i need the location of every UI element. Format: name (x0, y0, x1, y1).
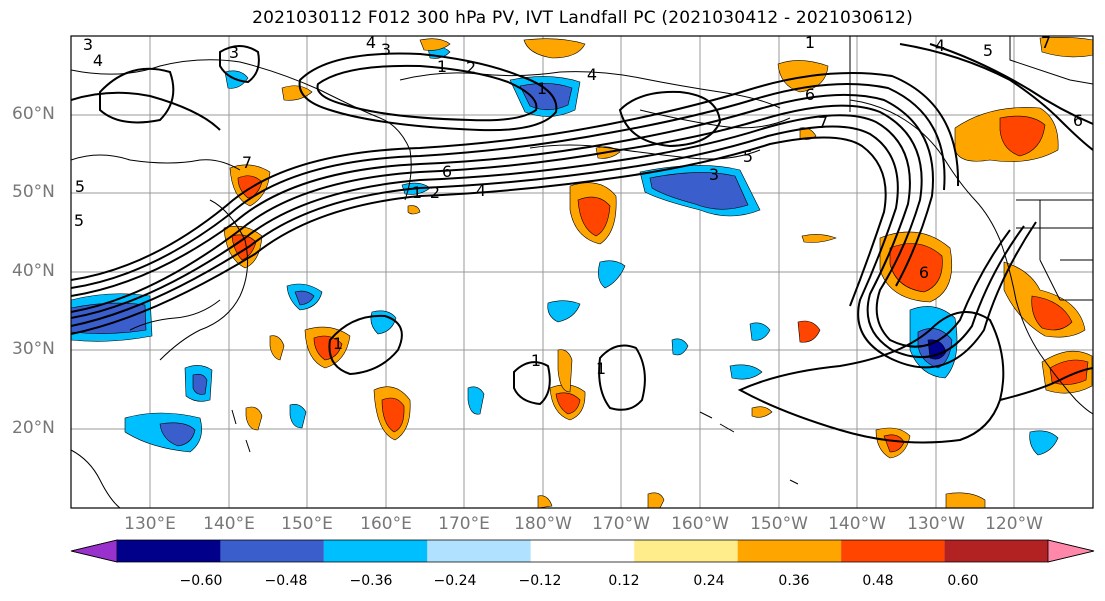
contour-label: 6 (919, 263, 929, 282)
contour-label: 1 (437, 57, 447, 76)
lon-label: 130°W (907, 514, 965, 534)
colorbar-segment (841, 540, 945, 562)
coastlines (71, 36, 1093, 508)
colorbar-segment (323, 540, 428, 562)
contour-label: 4 (587, 65, 597, 84)
lon-label: 150°W (750, 514, 808, 534)
contour-label: 1 (596, 359, 606, 378)
colorbar (70, 539, 1095, 563)
lat-label: 30°N (12, 339, 55, 359)
lat-label: 20°N (12, 418, 55, 438)
colorbar-tick-label: 0.24 (693, 573, 725, 589)
contour-label: 6 (805, 85, 815, 104)
contour-label: 4 (476, 181, 486, 200)
contour-label: 3 (83, 35, 93, 54)
lon-label: 170°W (592, 514, 650, 534)
contour-label: 4 (935, 36, 945, 55)
lon-label: 140°W (828, 514, 886, 534)
contour-label: 2 (430, 183, 440, 202)
pv-contours (71, 43, 1093, 444)
lat-label: 40°N (12, 261, 55, 281)
contour-label: 5 (983, 41, 993, 60)
colorbar-segment (117, 540, 221, 562)
colorbar-tick-label: 0.36 (778, 573, 810, 589)
contour-label: 3 (709, 165, 719, 184)
lon-label: 140°E (203, 514, 255, 534)
contour-label: 7 (242, 153, 252, 172)
contour-label: 4 (366, 33, 376, 52)
colorbar-segment (634, 540, 738, 562)
contour-label: 5 (74, 211, 84, 230)
map-title: 2021030112 F012 300 hPa PV, IVT Landfall… (252, 8, 913, 28)
lat-label: 50°N (12, 182, 55, 202)
contour-label: 6 (442, 162, 452, 181)
colorbar-extend-high (1047, 539, 1095, 563)
colorbar-tick-label: −0.12 (518, 573, 562, 589)
colorbar-tick-label: 0.48 (862, 573, 894, 589)
contour-label: 1 (333, 334, 343, 353)
colorbar-tick-label: −0.48 (264, 573, 308, 589)
contour-label: 1 (531, 351, 541, 370)
contour-label: 1 (412, 183, 422, 202)
map-frame (70, 35, 1094, 509)
colorbar-outline (70, 539, 1095, 563)
contour-label: 4 (93, 51, 103, 70)
colorbar-tick-label: −0.24 (433, 573, 477, 589)
contour-label: 1 (537, 79, 547, 98)
lon-label: 160°E (360, 514, 412, 534)
contour-label: 7 (1041, 33, 1051, 52)
contour-label: 2 (466, 58, 476, 77)
contour-label: 3 (229, 43, 239, 62)
contour-label: 7 (818, 113, 828, 132)
lon-label: 160°W (671, 514, 729, 534)
colorbar-segment (530, 540, 635, 562)
colorbar-tick-label: −0.36 (349, 573, 393, 589)
colorbar-segment (427, 540, 531, 562)
colorbar-tick-label: 0.12 (608, 573, 640, 589)
colorbar-tick-label: 0.60 (947, 573, 979, 589)
contour-label: 1 (805, 33, 815, 52)
lat-label: 60°N (12, 104, 55, 124)
contour-label: 5 (75, 177, 85, 196)
lon-label: 170°E (438, 514, 490, 534)
contour-labels: 3 4 3 4 3 1 2 1 4 6 7 5 6 3 5 7 1 2 4 1 … (74, 33, 1083, 378)
lon-label: 180°W (514, 514, 572, 534)
colorbar-extend-low (70, 539, 118, 563)
contour-label: 6 (1073, 111, 1083, 130)
lon-label: 130°E (124, 514, 176, 534)
lon-label: 120°W (985, 514, 1043, 534)
lon-label: 150°E (281, 514, 333, 534)
colorbar-segment (220, 540, 324, 562)
contour-label: 3 (381, 40, 391, 59)
contour-label: 5 (743, 147, 753, 166)
colorbar-segment (944, 540, 1048, 562)
colorbar-segment (737, 540, 842, 562)
colorbar-tick-label: −0.60 (179, 573, 223, 589)
